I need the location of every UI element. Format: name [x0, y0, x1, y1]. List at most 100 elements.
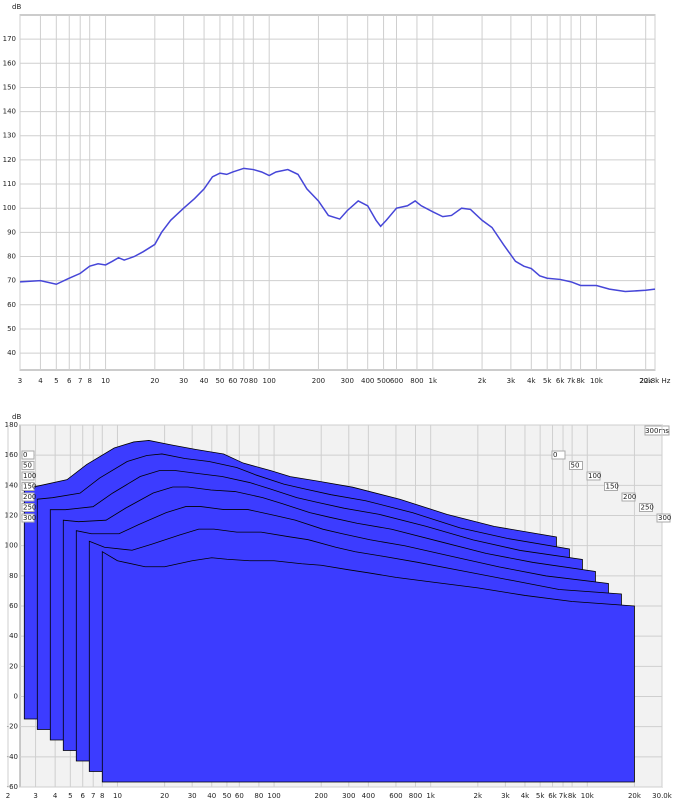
x-tick-label: 60 [235, 792, 244, 800]
x-tick-label: 3 [33, 792, 37, 800]
x-tick-label: 8 [100, 792, 104, 800]
x-tick-label: 7 [91, 792, 95, 800]
y-tick-label: 90 [7, 228, 16, 236]
x-tick-label: 2k [478, 377, 487, 385]
x-tick-label: 200 [315, 792, 328, 800]
y-tick-label: 120 [3, 156, 16, 164]
y-tick-label: -60 [7, 783, 18, 791]
x-tick-label: 100 [262, 377, 275, 385]
slice-label: 300 [658, 514, 671, 522]
x-tick-label: 50 [222, 792, 231, 800]
x-tick-label: 70 [239, 377, 248, 385]
x-tick-label: 30 [179, 377, 188, 385]
x-tick-label: 5 [68, 792, 72, 800]
x-tick-label: 600 [389, 792, 402, 800]
x-tick-label: 4 [38, 377, 43, 385]
x-tick-label: 20 [160, 792, 169, 800]
x-tick-label: 10 [101, 377, 110, 385]
slice-label: 150 [23, 483, 36, 491]
x-tick-label: 7k [559, 792, 568, 800]
plot-frame [19, 14, 656, 371]
y-tick-label: 80 [7, 252, 16, 260]
y-axis-label: dB [12, 3, 21, 11]
x-tick-label: 6 [67, 377, 72, 385]
x-tick-label: 4 [53, 792, 58, 800]
x-tick-label: 5k [543, 377, 552, 385]
x-tick-label: 800 [409, 792, 422, 800]
x-tick-label: 3k [501, 792, 510, 800]
response-line [19, 167, 656, 293]
y-tick-label: 100 [3, 204, 16, 212]
x-tick-label: 7 [78, 377, 82, 385]
x-tick-label: 30 [188, 792, 197, 800]
x-tick-label: 4k [527, 377, 536, 385]
y-tick-label: -20 [7, 723, 18, 731]
x-tick-label: 40 [207, 792, 216, 800]
x-tick-label: 80 [254, 792, 263, 800]
y-tick-label: 100 [5, 542, 18, 550]
slice-label-box [21, 461, 35, 470]
x-tick-label: 300 [342, 792, 355, 800]
x-tick-label: 8k [576, 377, 585, 385]
x-tick-label: 6 [80, 792, 85, 800]
y-tick-label: 60 [9, 602, 18, 610]
slice-label: 100 [588, 472, 601, 480]
x-tick-label: 80 [249, 377, 258, 385]
x-tick-label: 2 [6, 792, 10, 800]
x-tick-label: 800 [410, 377, 423, 385]
slice-label: 0 [553, 451, 557, 459]
y-tick-label: 80 [9, 572, 18, 580]
y-tick-label: 120 [5, 512, 18, 520]
y-tick-label: 0 [14, 693, 18, 701]
slice-label: 200 [23, 493, 36, 501]
slice-label: 100 [23, 472, 36, 480]
x-tick-label: 8k [568, 792, 577, 800]
x-tick-label: 50 [215, 377, 224, 385]
slice-label-box [586, 471, 601, 481]
x-tick-label: 20k [639, 377, 653, 385]
x-tick-label: 2k [474, 792, 483, 800]
x-tick-label: 10 [113, 792, 122, 800]
x-tick-label: 20k [628, 792, 642, 800]
slice-label-box [21, 492, 35, 502]
y-tick-label: 160 [3, 59, 16, 67]
slice-label-box [551, 450, 566, 460]
x-tick-label: 40 [200, 377, 209, 385]
x-tick-label: 300 [341, 377, 354, 385]
slice-label-box [621, 492, 636, 502]
x-tick-label: 7k [567, 377, 576, 385]
slice-label-box [21, 513, 35, 523]
x-tick-label: 8 [87, 377, 91, 385]
y-tick-label: 110 [3, 180, 16, 188]
y-tick-label: 60 [7, 301, 16, 309]
slice-label-box [21, 482, 35, 491]
x-tick-label: 1k [429, 377, 438, 385]
slice-label: 50 [23, 462, 32, 470]
x-tick-label: 10k [590, 377, 604, 385]
y-tick-label: 20 [9, 662, 18, 670]
x-tick-label: 5 [54, 377, 58, 385]
slice-label-box [21, 450, 35, 460]
x-tick-label: 3 [18, 377, 22, 385]
slice-label: 200 [623, 493, 636, 501]
x-tick-label: 60 [228, 377, 237, 385]
y-tick-label: 170 [3, 35, 16, 43]
slice-label: 300 [23, 514, 36, 522]
y-tick-label: 50 [7, 325, 16, 333]
time-box [644, 425, 670, 436]
slice-label-box [21, 503, 35, 512]
x-tick-label: 200 [312, 377, 325, 385]
y-tick-label: 40 [9, 632, 18, 640]
waterfall-slice [101, 550, 635, 783]
x-tick-label: 6k [548, 792, 557, 800]
y-tick-label: 160 [5, 451, 18, 459]
x-tick-label: 10k [581, 792, 595, 800]
x-tick-label: 400 [361, 377, 374, 385]
x-tick-label: 6k [556, 377, 565, 385]
slice-label-box [639, 503, 653, 512]
slice-label-box [569, 461, 583, 470]
x-tick-label: 400 [362, 792, 375, 800]
slice-label: 0 [23, 451, 27, 459]
